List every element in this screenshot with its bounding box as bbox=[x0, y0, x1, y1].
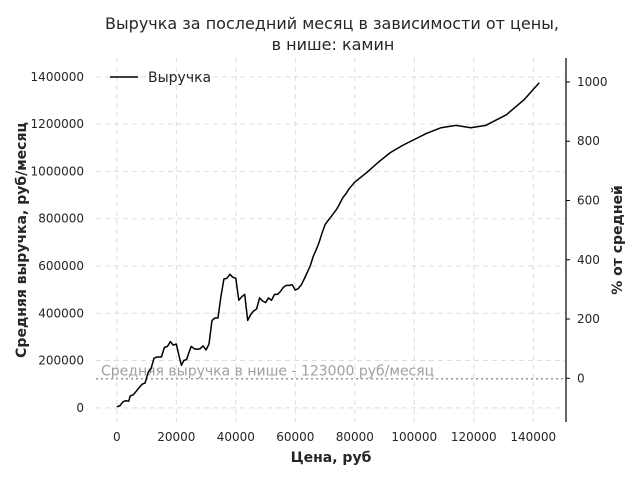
y-axis-title: Средняя выручка, руб/месяц bbox=[14, 122, 30, 358]
y-right-tick-label: 400 bbox=[577, 253, 600, 267]
y-tick-label: 400000 bbox=[38, 306, 84, 320]
chart-title-line-2: в нише: камин bbox=[272, 35, 395, 54]
y-tick-label: 1200000 bbox=[31, 117, 84, 131]
y-right-tick-label: 800 bbox=[577, 134, 600, 148]
y-axis-right-title: % от средней bbox=[610, 185, 626, 295]
revenue-series-line bbox=[116, 82, 540, 408]
y-right-tick-label: 600 bbox=[577, 194, 600, 208]
x-tick-label: 80000 bbox=[336, 430, 374, 444]
chart-title-line-1: Выручка за последний месяц в зависимости… bbox=[105, 14, 559, 33]
x-tick-label: 140000 bbox=[510, 430, 556, 444]
x-axis-title: Цена, руб bbox=[291, 450, 372, 466]
y-tick-label: 1400000 bbox=[31, 70, 84, 84]
y-right-tick-label: 1000 bbox=[577, 75, 608, 89]
x-tick-label: 60000 bbox=[276, 430, 314, 444]
average-revenue-label: Средняя выручка в нише - 123000 руб/меся… bbox=[101, 364, 434, 380]
x-tick-label: 20000 bbox=[157, 430, 195, 444]
x-tick-label: 120000 bbox=[451, 430, 497, 444]
x-tick-label: 0 bbox=[113, 430, 121, 444]
y-tick-label: 600000 bbox=[38, 259, 84, 273]
legend-label-revenue: Выручка bbox=[148, 70, 211, 86]
y-tick-label: 1000000 bbox=[31, 164, 84, 178]
y-right-tick-label: 0 bbox=[577, 371, 585, 385]
y-tick-label: 0 bbox=[76, 401, 84, 415]
y-right-tick-label: 200 bbox=[577, 312, 600, 326]
series-group bbox=[116, 82, 540, 408]
x-tick-label: 40000 bbox=[217, 430, 255, 444]
x-tick-label: 100000 bbox=[391, 430, 437, 444]
legend: Выручка bbox=[110, 70, 211, 86]
y-tick-label: 200000 bbox=[38, 354, 84, 368]
axes: 0 20000 40000 60000 80000 100000 120000 1400000… bbox=[31, 58, 608, 444]
reference-line-group: Средняя выручка в нише - 123000 руб/меся… bbox=[96, 364, 566, 380]
y-tick-label: 800000 bbox=[38, 212, 84, 226]
grid bbox=[96, 58, 566, 422]
